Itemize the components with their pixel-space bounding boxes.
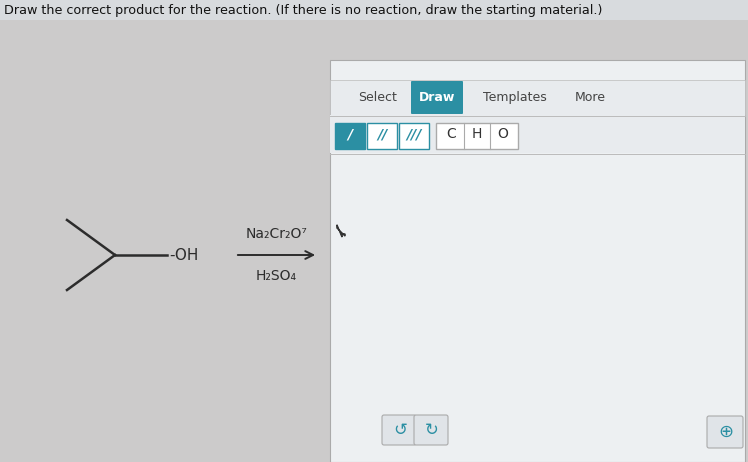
FancyBboxPatch shape [335,123,365,149]
FancyBboxPatch shape [411,81,463,114]
FancyBboxPatch shape [436,123,518,149]
Text: Templates: Templates [483,91,547,104]
Bar [330,80,745,115]
FancyBboxPatch shape [330,60,745,462]
Text: /: / [347,127,352,141]
Text: Na₂Cr₂O⁷: Na₂Cr₂O⁷ [245,227,307,241]
Text: //: // [377,127,387,141]
Text: Draw the correct product for the reaction. (If there is no reaction, draw the st: Draw the correct product for the reactio… [4,4,602,17]
Text: H: H [472,127,482,141]
FancyBboxPatch shape [382,415,416,445]
Text: Select: Select [358,91,397,104]
Text: O: O [497,127,509,141]
FancyBboxPatch shape [399,123,429,149]
Bar [330,115,745,153]
Text: C: C [446,127,456,141]
Text: -OH: -OH [169,248,198,262]
Text: ↻: ↻ [425,421,439,439]
FancyBboxPatch shape [707,416,743,448]
Text: ⊕: ⊕ [718,423,734,441]
Text: ///: /// [406,127,422,141]
Bar [0,0,748,20]
Text: Draw: Draw [419,91,456,104]
Text: More: More [574,91,605,104]
Polygon shape [337,225,345,237]
FancyBboxPatch shape [367,123,397,149]
Text: H₂SO₄: H₂SO₄ [256,269,297,283]
FancyBboxPatch shape [414,415,448,445]
Text: ↺: ↺ [393,421,407,439]
